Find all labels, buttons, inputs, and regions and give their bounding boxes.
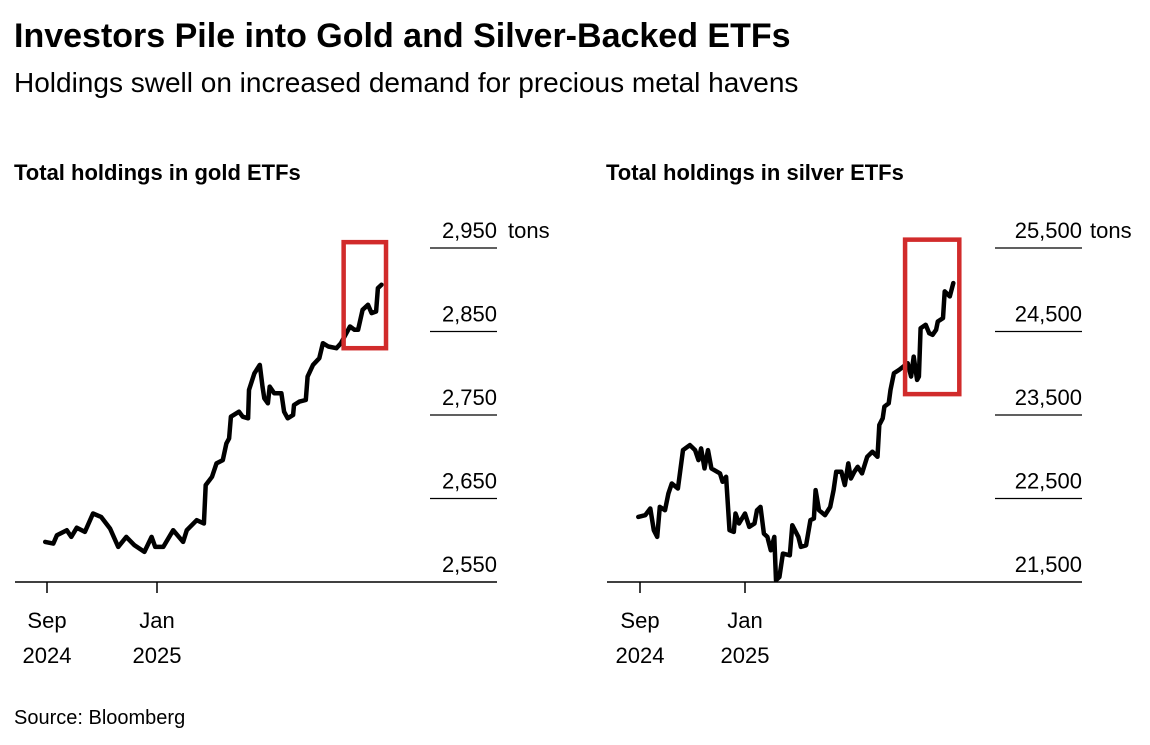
silver-highlight-box xyxy=(902,237,962,397)
silver-y-tick-label: 24,500 xyxy=(1015,302,1082,327)
source-note: Source: Bloomberg xyxy=(14,707,185,729)
silver-x-tick-month: Sep xyxy=(620,608,659,633)
gold-x-tick-month: Jan xyxy=(139,608,174,633)
gold-panel: Total holdings in gold ETFs 2,550 2,650 2,… xyxy=(14,160,550,668)
silver-x-tick-year: 2024 xyxy=(616,643,665,668)
silver-x-tick-month: Jan xyxy=(727,608,762,633)
gold-x-tick-year: 2024 xyxy=(23,643,72,668)
gold-y-tick-label: 2,750 xyxy=(442,385,497,410)
silver-panel-title: Total holdings in silver ETFs xyxy=(606,160,904,185)
gold-x-tick-month: Sep xyxy=(27,608,66,633)
gold-x-tick-year: 2025 xyxy=(133,643,182,668)
silver-y-tick-label: 25,500 xyxy=(1015,218,1082,243)
silver-panel: Total holdings in silver ETFs 21,500 22,5… xyxy=(606,160,1132,668)
silver-x-tick-year: 2025 xyxy=(721,643,770,668)
silver-unit-label: tons xyxy=(1090,218,1132,243)
silver-holdings-line xyxy=(636,280,956,583)
chart-subtitle: Holdings swell on increased demand for p… xyxy=(14,67,798,98)
gold-unit-label: tons xyxy=(508,218,550,243)
gold-holdings-line xyxy=(42,282,384,555)
gold-y-tick-label: 2,650 xyxy=(442,469,497,494)
chart-title: Investors Pile into Gold and Silver-Back… xyxy=(14,17,791,55)
gold-y-tick-label: 2,950 xyxy=(442,218,497,243)
silver-y-tick-label: 23,500 xyxy=(1015,385,1082,410)
gold-y-tick-label: 2,850 xyxy=(442,302,497,327)
gold-highlight-box xyxy=(341,239,389,351)
gold-panel-title: Total holdings in gold ETFs xyxy=(14,160,301,185)
silver-y-tick-label: 21,500 xyxy=(1015,552,1082,577)
gold-y-tick-label: 2,550 xyxy=(442,552,497,577)
silver-y-tick-label: 22,500 xyxy=(1015,469,1082,494)
